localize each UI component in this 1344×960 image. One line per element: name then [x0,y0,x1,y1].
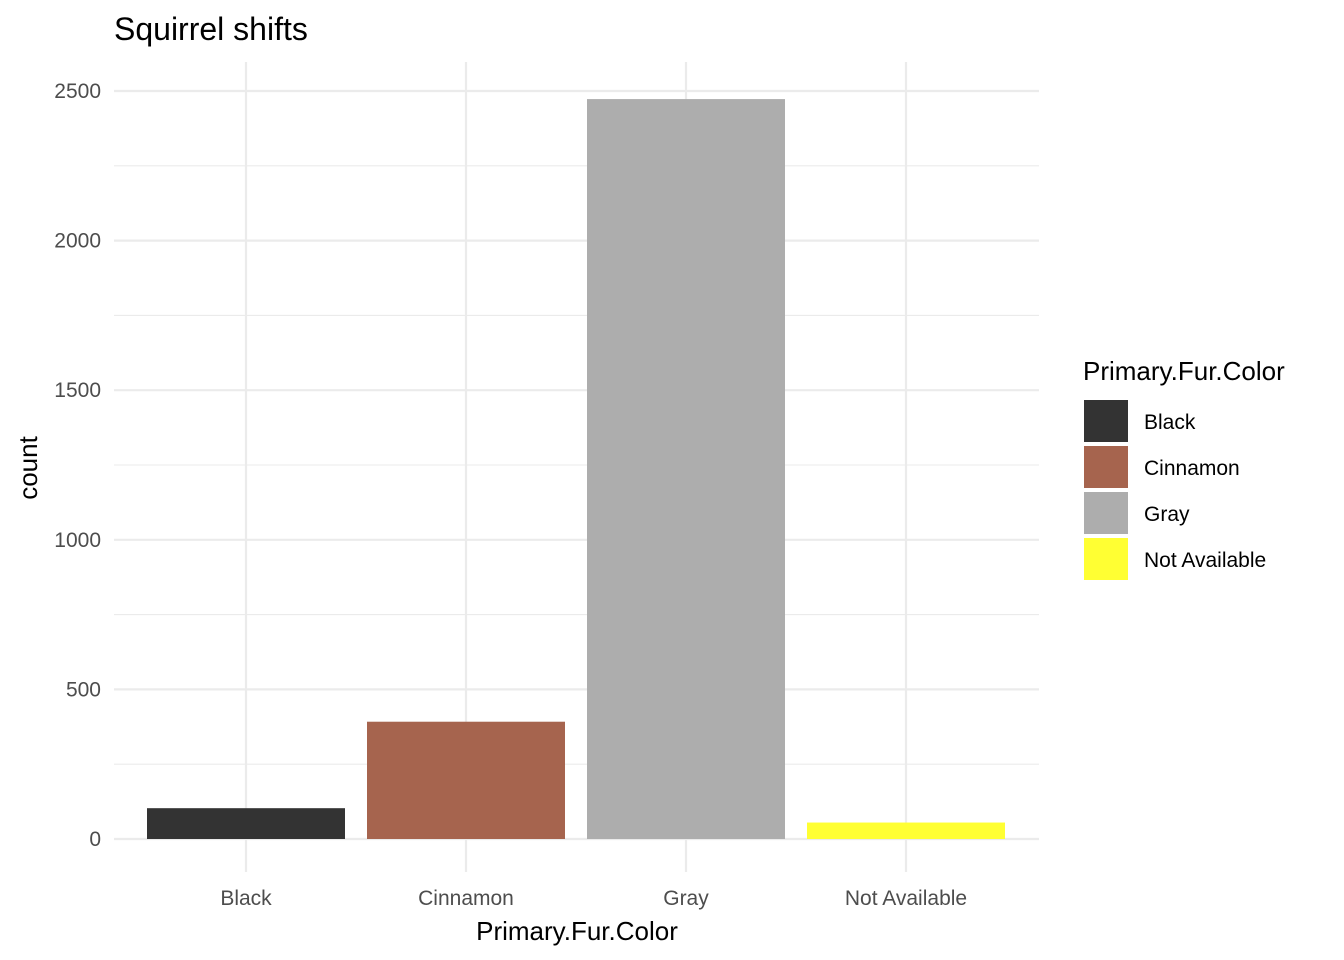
y-axis-ticks: 0 500 1000 1500 2000 2500 [54,80,101,851]
legend-title: Primary.Fur.Color [1083,356,1285,386]
legend-swatch [1084,400,1128,442]
x-axis-ticks: Black Cinnamon Gray Not Available [220,887,967,910]
chart-title: Squirrel shifts [114,11,308,47]
legend-label: Black [1144,411,1196,434]
y-tick-label: 2000 [54,230,101,253]
legend-label: Cinnamon [1144,457,1240,480]
x-tick-label: Cinnamon [418,887,514,910]
bar-black [147,808,345,839]
bar-gray [587,99,785,840]
y-tick-label: 2500 [54,80,101,103]
y-tick-label: 0 [89,828,101,851]
legend: Primary.Fur.Color Black Cinnamon Gray Not A… [1083,356,1285,580]
y-tick-label: 500 [66,678,101,701]
bars-group [147,99,1005,840]
y-tick-label: 1500 [54,379,101,402]
x-axis-title: Primary.Fur.Color [476,916,678,946]
y-tick-label: 1000 [54,529,101,552]
grid-lines [114,62,1039,872]
legend-label: Not Available [1144,549,1266,572]
bar-cinnamon [367,721,565,839]
legend-swatch [1084,492,1128,534]
legend-label: Gray [1144,503,1190,526]
x-tick-label: Black [220,887,272,910]
legend-swatch [1084,446,1128,488]
legend-swatch [1084,538,1128,580]
bar-not-available [807,822,1005,839]
y-axis-title: count [13,435,43,499]
x-tick-label: Gray [663,887,709,910]
x-tick-label: Not Available [845,887,967,910]
